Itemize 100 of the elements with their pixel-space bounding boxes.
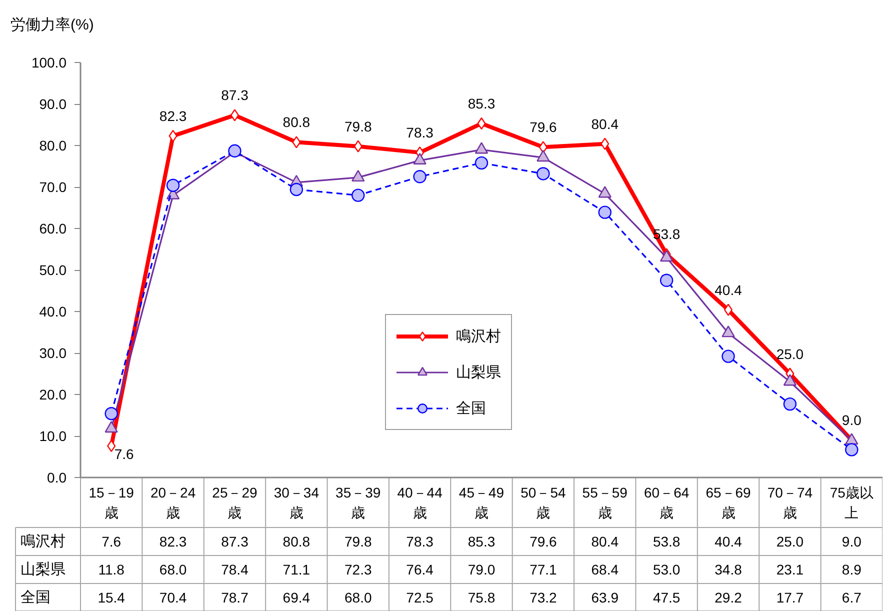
y-tick-label: 90.0 bbox=[39, 96, 67, 112]
data-label: 73.2 bbox=[530, 590, 558, 606]
point bbox=[474, 156, 488, 170]
data-label: 53.0 bbox=[652, 562, 680, 578]
point bbox=[413, 152, 426, 165]
point bbox=[230, 109, 239, 122]
data-label: 82.3 bbox=[159, 534, 187, 550]
data-label: 40.4 bbox=[714, 534, 742, 550]
point bbox=[290, 182, 304, 196]
y-tick-label: 80.0 bbox=[39, 138, 67, 154]
y-tick-label: 70.0 bbox=[39, 179, 67, 195]
point bbox=[724, 304, 733, 316]
x-tick-label: 15－19歳 bbox=[88, 484, 134, 520]
point bbox=[536, 167, 550, 180]
data-label: 8.9 bbox=[842, 562, 862, 578]
text: 80.4 bbox=[591, 116, 619, 132]
data-label: 23.1 bbox=[776, 562, 804, 578]
text: 87.3 bbox=[221, 87, 248, 104]
data-label: 47.5 bbox=[652, 590, 680, 606]
x-tick-label: 30－34歳 bbox=[274, 484, 320, 520]
point bbox=[354, 140, 362, 152]
text: 9.0 bbox=[842, 412, 862, 428]
data-label: 15.4 bbox=[98, 590, 126, 606]
text: 78.3 bbox=[406, 124, 434, 141]
text: 79.8 bbox=[344, 118, 372, 134]
data-label: 34.8 bbox=[714, 562, 742, 578]
x-tick-label: 55－59歳 bbox=[582, 484, 628, 520]
point bbox=[660, 274, 674, 287]
point bbox=[845, 443, 858, 456]
y-tick-label: 0.0 bbox=[47, 470, 67, 486]
data-label: 7.6 bbox=[102, 534, 122, 550]
point bbox=[166, 178, 180, 192]
y-tick-label: 40.0 bbox=[39, 304, 67, 320]
x-tick-label: 20－24歳 bbox=[150, 484, 196, 520]
text: 7.6 bbox=[114, 446, 134, 462]
legend-label: 鳴沢村 bbox=[456, 326, 501, 346]
x-tick-label: 35－39歳 bbox=[336, 484, 381, 520]
x-tick-label: 40－44歳 bbox=[397, 484, 443, 520]
data-label: 53.8 bbox=[652, 534, 680, 550]
data-label: 63.9 bbox=[591, 590, 619, 606]
point bbox=[783, 374, 797, 386]
text: 85.3 bbox=[468, 96, 496, 112]
data-label: 29.2 bbox=[714, 590, 742, 606]
data-label: 78.4 bbox=[221, 562, 249, 578]
data-label: 72.3 bbox=[344, 562, 372, 578]
text: 25.0 bbox=[776, 346, 804, 362]
data-label: 71.1 bbox=[282, 562, 310, 578]
point bbox=[722, 350, 735, 363]
point bbox=[474, 142, 488, 154]
x-tick-label: 50－54歳 bbox=[520, 484, 566, 520]
point bbox=[413, 170, 426, 184]
data-label: 11.8 bbox=[98, 562, 125, 578]
legend-label: 山梨県 bbox=[456, 362, 501, 382]
text: 全国 bbox=[20, 589, 50, 606]
text: 山梨県 bbox=[20, 561, 66, 578]
data-label: 78.7 bbox=[221, 590, 249, 606]
data-label: 9.0 bbox=[842, 534, 862, 550]
point bbox=[292, 136, 301, 148]
y-tick-label: 60.0 bbox=[39, 220, 67, 236]
point bbox=[104, 407, 118, 420]
data-label: 76.4 bbox=[406, 562, 434, 578]
text: 80.8 bbox=[282, 114, 310, 130]
point bbox=[536, 150, 550, 162]
data-label: 85.3 bbox=[468, 534, 496, 550]
y-axis-title: 労働力率(%) bbox=[10, 16, 94, 34]
data-label: 78.3 bbox=[406, 534, 434, 550]
y-tick-label: 10.0 bbox=[39, 428, 67, 444]
y-tick-label: 30.0 bbox=[39, 345, 67, 361]
x-tick-label: 45－49歳 bbox=[458, 484, 504, 520]
text: 79.6 bbox=[530, 119, 557, 136]
point bbox=[660, 250, 674, 262]
text: 鳴沢村 bbox=[20, 533, 66, 550]
data-label: 6.7 bbox=[842, 590, 862, 606]
x-tick-label: 70－74歳 bbox=[767, 484, 813, 520]
data-label: 80.8 bbox=[282, 534, 310, 550]
legend-label: 全国 bbox=[456, 398, 486, 418]
data-label: 69.4 bbox=[282, 590, 310, 606]
data-label: 25.0 bbox=[776, 534, 804, 550]
point bbox=[538, 141, 548, 154]
x-tick-label: 60－64歳 bbox=[644, 484, 690, 520]
data-label: 77.1 bbox=[530, 562, 558, 578]
data-label: 68.4 bbox=[591, 562, 619, 578]
data-label: 80.4 bbox=[591, 534, 619, 550]
data-label: 79.6 bbox=[530, 534, 558, 550]
y-tick-label: 100.0 bbox=[31, 54, 67, 70]
x-tick-label: 25－29歳 bbox=[212, 484, 258, 520]
data-label: 87.3 bbox=[221, 534, 249, 550]
text: 82.3 bbox=[159, 108, 187, 124]
data-label: 75.8 bbox=[468, 590, 496, 606]
data-label: 79.0 bbox=[468, 562, 496, 578]
data-label: 72.5 bbox=[406, 590, 434, 606]
y-tick-label: 20.0 bbox=[39, 386, 67, 402]
data-label: 79.8 bbox=[344, 534, 372, 550]
data-label: 68.0 bbox=[344, 590, 372, 606]
data-label: 70.4 bbox=[159, 590, 187, 606]
point bbox=[598, 186, 612, 198]
point bbox=[600, 138, 610, 150]
point bbox=[352, 188, 365, 202]
x-tick-label: 75歳以上 bbox=[830, 484, 874, 520]
x-tick-label: 65－69歳 bbox=[706, 484, 752, 520]
